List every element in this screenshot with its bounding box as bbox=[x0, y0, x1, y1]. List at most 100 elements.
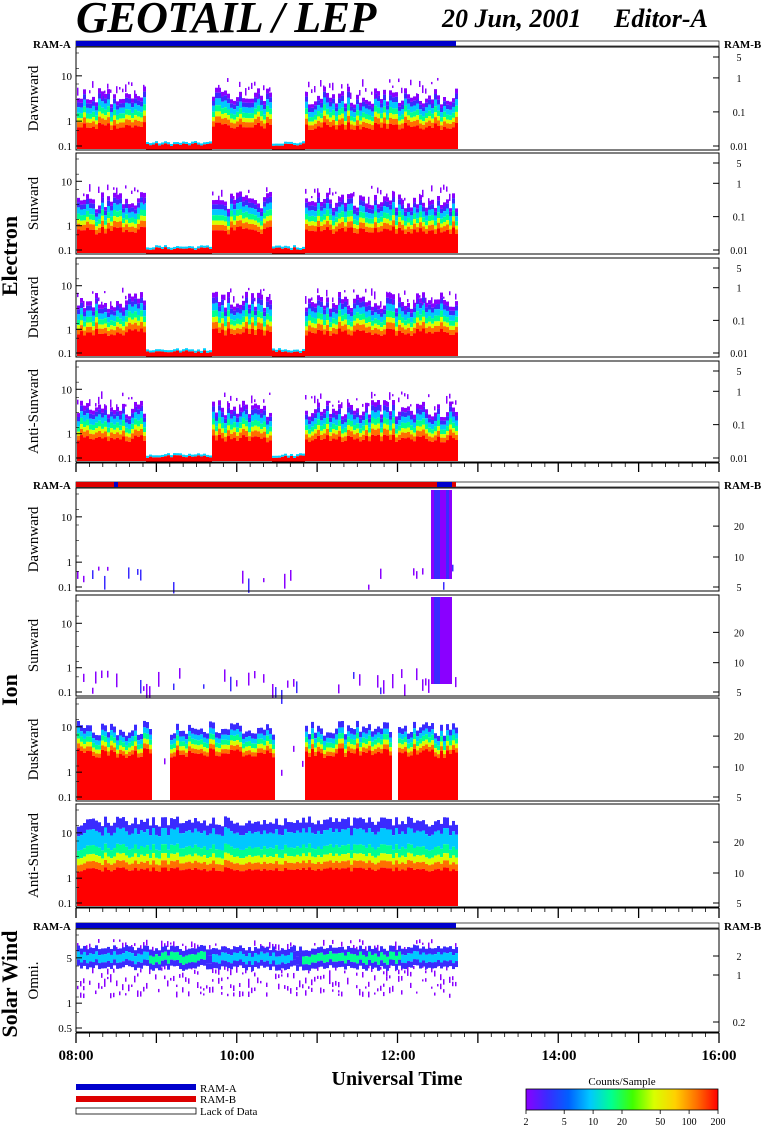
spectrogram-cell bbox=[317, 412, 320, 420]
spectrogram-cell bbox=[110, 334, 113, 356]
spectrogram-cell bbox=[80, 992, 82, 998]
spectrogram-cell bbox=[251, 294, 253, 301]
spectrogram-cell bbox=[284, 860, 287, 868]
spectrogram-cell bbox=[341, 727, 344, 734]
spectrogram-cell bbox=[260, 857, 263, 865]
spectrogram-cell bbox=[236, 869, 239, 906]
spectrogram-cell bbox=[308, 308, 311, 315]
spectrogram-cell bbox=[383, 417, 386, 424]
spectrogram-cell bbox=[230, 203, 233, 211]
spectrogram-cell bbox=[212, 209, 215, 216]
spectrogram-cell bbox=[140, 405, 143, 412]
spectrogram-cell bbox=[245, 431, 248, 437]
spectrogram-cell bbox=[296, 349, 299, 352]
spectrogram-cell bbox=[338, 862, 341, 870]
spectrogram-cell bbox=[332, 94, 335, 99]
spectrogram-cell bbox=[401, 104, 404, 110]
spectrogram-cell bbox=[383, 89, 386, 95]
spectrogram-cell bbox=[80, 864, 83, 872]
spectrogram-cell bbox=[98, 297, 100, 302]
spectrogram-cell bbox=[212, 116, 215, 122]
spectrogram-cell bbox=[98, 308, 101, 314]
spectrogram-cell bbox=[365, 222, 368, 227]
spectrogram-cell bbox=[365, 306, 368, 312]
spectrogram-cell bbox=[326, 124, 329, 149]
spectrogram-cell bbox=[410, 211, 413, 216]
spectrogram-cell bbox=[98, 749, 101, 754]
spectrogram-cell bbox=[146, 457, 149, 462]
spectrogram-cell bbox=[296, 456, 299, 462]
spectrogram-cell bbox=[170, 457, 173, 462]
spectrogram-cell bbox=[89, 413, 92, 419]
spectrogram-cell bbox=[446, 332, 449, 356]
spectrogram-cell bbox=[161, 456, 164, 462]
spectrogram-cell bbox=[215, 209, 218, 216]
spectrogram-cell bbox=[155, 245, 158, 248]
spectrogram-cell bbox=[146, 351, 149, 357]
spectrogram-cell bbox=[182, 863, 185, 871]
spectrogram-cell bbox=[353, 191, 355, 197]
spectrogram-cell bbox=[215, 215, 218, 221]
spectrogram-cell bbox=[80, 113, 83, 119]
spectrogram-cell bbox=[302, 817, 305, 829]
spectrogram-cell bbox=[122, 430, 125, 437]
spectrogram-cell bbox=[413, 744, 416, 749]
spectrogram-cell bbox=[128, 960, 131, 967]
spectrogram-cell bbox=[425, 857, 428, 864]
spectrogram-cell bbox=[95, 757, 98, 800]
spectrogram-cell bbox=[248, 86, 250, 90]
spectrogram-cell bbox=[281, 351, 284, 357]
spectrogram-cell bbox=[371, 218, 374, 224]
spectrogram-cell bbox=[113, 429, 116, 434]
spectrogram-cell bbox=[143, 104, 146, 111]
spectrogram-cell bbox=[308, 225, 311, 232]
spectrogram-cell bbox=[260, 824, 263, 835]
spectrogram-cell bbox=[299, 832, 302, 848]
spectrogram-cell bbox=[92, 335, 95, 356]
spectrogram-cell bbox=[341, 118, 344, 125]
spectrogram-cell bbox=[332, 433, 335, 439]
spectrogram-cell bbox=[317, 725, 320, 732]
spectrogram-cell bbox=[236, 318, 239, 324]
spectrogram-cell bbox=[356, 215, 359, 221]
spectrogram-cell bbox=[107, 863, 110, 870]
spectrogram-cell bbox=[422, 679, 424, 691]
spectrogram-cell bbox=[344, 129, 347, 149]
spectrogram-cell bbox=[431, 185, 433, 192]
spectrogram-cell bbox=[401, 753, 404, 800]
spectrogram-cell bbox=[281, 143, 284, 146]
spectrogram-cell bbox=[89, 229, 92, 253]
spectrogram-cell bbox=[452, 329, 455, 335]
spectrogram-cell bbox=[332, 738, 335, 744]
spectrogram-cell bbox=[452, 564, 454, 572]
spectrogram-cell bbox=[230, 216, 233, 222]
spectrogram-cell bbox=[329, 422, 332, 428]
spectrogram-cell bbox=[92, 311, 95, 316]
spectrogram-cell bbox=[383, 94, 386, 101]
spectrogram-cell bbox=[248, 869, 251, 906]
spectrogram-cell bbox=[119, 333, 122, 356]
spectrogram-cell bbox=[293, 351, 296, 357]
spectrogram-cell bbox=[110, 948, 113, 955]
spectrogram-cell bbox=[122, 315, 125, 322]
spectrogram-cell bbox=[407, 222, 410, 227]
spectrogram-cell bbox=[308, 314, 311, 321]
spectrogram-cell bbox=[194, 828, 197, 845]
spectrogram-cell bbox=[314, 742, 317, 748]
spectrogram-cell bbox=[104, 318, 107, 324]
spectrogram-cell bbox=[440, 328, 443, 356]
spectrogram-cell bbox=[125, 109, 128, 115]
spectrogram-cell bbox=[254, 220, 257, 225]
spectrogram-cell bbox=[251, 431, 254, 438]
spectrogram-cell bbox=[410, 853, 413, 861]
spectrogram-cell bbox=[422, 302, 424, 306]
spectrogram-cell bbox=[143, 435, 146, 441]
spectrogram-cell bbox=[329, 230, 332, 253]
spectrogram-cell bbox=[86, 430, 89, 437]
spectrogram-cell bbox=[95, 862, 98, 869]
spectrogram-cell bbox=[347, 867, 350, 906]
spectrogram-cell bbox=[263, 427, 266, 432]
spectrogram-cell bbox=[158, 964, 161, 971]
spectrogram-cell bbox=[413, 105, 416, 112]
spectrogram-cell bbox=[227, 828, 230, 845]
